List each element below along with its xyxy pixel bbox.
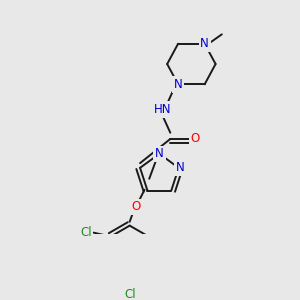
Text: N: N bbox=[174, 78, 182, 91]
Text: Cl: Cl bbox=[80, 226, 92, 239]
Text: O: O bbox=[131, 200, 141, 213]
Text: N: N bbox=[200, 37, 209, 50]
Text: Cl: Cl bbox=[124, 288, 136, 300]
Text: O: O bbox=[191, 133, 200, 146]
Text: HN: HN bbox=[154, 103, 171, 116]
Text: N: N bbox=[155, 147, 164, 160]
Text: N: N bbox=[176, 161, 184, 174]
